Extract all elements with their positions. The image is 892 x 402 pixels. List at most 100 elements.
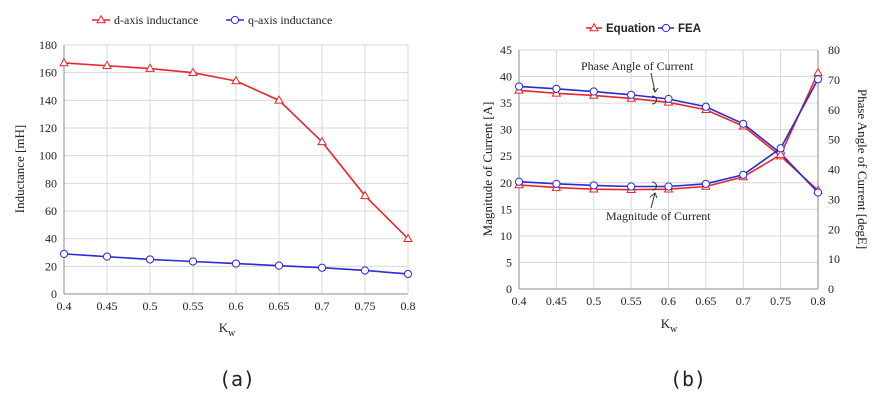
data-point bbox=[59, 57, 69, 67]
chart-a-x-ticks: 0.4 0.45 0.5 0.55 0.6 0.65 0.7 0.75 0.8 bbox=[57, 299, 416, 313]
x-tick-label: 0.8 bbox=[401, 299, 416, 313]
data-point bbox=[739, 170, 748, 179]
y-tick-label: 0 bbox=[506, 282, 512, 296]
chart-a-x-axis-label-sub: w bbox=[228, 328, 236, 339]
legend-marker bbox=[96, 14, 106, 24]
legend-marker bbox=[661, 23, 671, 33]
x-tick-label: 0.75 bbox=[770, 294, 791, 308]
y-tick-label: 15 bbox=[500, 202, 512, 216]
legend-marker bbox=[589, 22, 599, 32]
data-point bbox=[59, 249, 69, 258]
data-point bbox=[317, 263, 327, 272]
data-point bbox=[664, 94, 673, 104]
chart-b-caption: (b) bbox=[670, 367, 706, 391]
x-tick-label: 0.7 bbox=[315, 299, 330, 313]
y2-tick-label: 10 bbox=[828, 252, 840, 266]
x-tick-label: 0.8 bbox=[811, 294, 826, 308]
data-point bbox=[360, 190, 370, 200]
y-tick-label: 140 bbox=[39, 93, 57, 107]
legend-label: q-axis inductance bbox=[248, 13, 332, 27]
chart-a-legend: d-axis inductance q-axis inductance bbox=[92, 13, 332, 27]
chart-b-y-axis-label: Magnitude of Current [A] bbox=[480, 102, 495, 237]
x-tick-label: 0.7 bbox=[736, 294, 751, 308]
data-point bbox=[188, 67, 198, 76]
annotation-phase-brace bbox=[651, 95, 657, 105]
series-4 bbox=[514, 75, 823, 191]
data-point bbox=[701, 102, 710, 111]
series-1 bbox=[59, 57, 413, 242]
data-point bbox=[589, 87, 598, 96]
chart-a-y-axis-label: Inductance [mH] bbox=[12, 125, 27, 213]
y-tick-label: 100 bbox=[39, 149, 57, 163]
data-point bbox=[589, 181, 598, 190]
chart-b-gridlines bbox=[519, 49, 819, 289]
y-tick-label: 60 bbox=[45, 204, 57, 218]
legend-item: Equation bbox=[586, 22, 655, 35]
data-point bbox=[813, 67, 823, 77]
data-point bbox=[514, 82, 524, 91]
chart-b-annotations: Phase Angle of Current Magnitude of Curr… bbox=[581, 59, 711, 223]
y2-tick-label: 40 bbox=[828, 163, 840, 177]
legend-item: q-axis inductance bbox=[226, 13, 332, 27]
data-point bbox=[403, 233, 413, 242]
x-tick-label: 0.75 bbox=[355, 299, 376, 313]
legend-label: FEA bbox=[678, 23, 701, 35]
y-tick-label: 45 bbox=[500, 43, 512, 57]
data-point bbox=[739, 119, 748, 128]
chart-a-gridlines bbox=[64, 44, 409, 294]
chart-b-x-ticks: 0.4 0.45 0.5 0.55 0.6 0.65 0.7 0.75 0.8 bbox=[512, 294, 826, 308]
x-tick-label: 0.55 bbox=[183, 299, 204, 313]
y-tick-label: 0 bbox=[51, 287, 57, 301]
data-point bbox=[360, 266, 370, 275]
annotation-phase-angle: Phase Angle of Current bbox=[581, 59, 694, 73]
data-point bbox=[775, 149, 786, 158]
x-tick-label: 0.4 bbox=[512, 294, 527, 308]
x-tick-label: 0.65 bbox=[695, 294, 716, 308]
data-point bbox=[317, 136, 327, 146]
y2-tick-label: 20 bbox=[828, 222, 840, 236]
chart-a-series bbox=[59, 57, 413, 279]
x-tick-label: 0.55 bbox=[621, 294, 642, 308]
data-point bbox=[231, 75, 241, 85]
y-tick-label: 10 bbox=[500, 229, 512, 243]
data-point bbox=[627, 90, 636, 99]
x-tick-label: 0.4 bbox=[57, 299, 72, 313]
y2-tick-label: 0 bbox=[828, 282, 834, 296]
data-point bbox=[552, 84, 561, 93]
data-point bbox=[701, 179, 710, 188]
legend-label: Equation bbox=[606, 23, 655, 35]
y-tick-label: 25 bbox=[500, 149, 512, 163]
chart-b-series bbox=[514, 67, 823, 197]
x-tick-label: 0.45 bbox=[546, 294, 567, 308]
x-tick-label: 0.5 bbox=[143, 299, 158, 313]
y-tick-label: 20 bbox=[500, 176, 512, 190]
series-2 bbox=[59, 249, 413, 279]
data-point bbox=[231, 259, 241, 268]
legend-label: d-axis inductance bbox=[114, 13, 198, 27]
x-tick-label: 0.5 bbox=[586, 294, 601, 308]
annotation-magnitude: Magnitude of Current bbox=[606, 209, 711, 223]
chart-b-y2-ticks: 0 10 20 30 40 50 60 70 80 bbox=[828, 43, 840, 296]
data-point bbox=[627, 182, 636, 191]
chart-b-x-axis-label-sub: w bbox=[670, 324, 678, 335]
chart-b-y-ticks: 0 5 10 15 20 25 30 35 40 45 bbox=[500, 43, 512, 296]
y-tick-label: 30 bbox=[500, 123, 512, 137]
data-point bbox=[188, 257, 198, 266]
data-point bbox=[813, 188, 823, 197]
chart-a-x-axis-label: Kw bbox=[219, 320, 236, 339]
y2-tick-label: 70 bbox=[828, 73, 840, 87]
annotation-magnitude-arrowhead bbox=[649, 192, 658, 199]
legend-marker bbox=[230, 15, 240, 25]
annotation-magnitude-leader bbox=[650, 192, 656, 209]
data-point bbox=[813, 75, 823, 84]
x-tick-label: 0.65 bbox=[269, 299, 290, 313]
x-tick-label: 0.45 bbox=[97, 299, 118, 313]
y-tick-label: 5 bbox=[506, 255, 512, 269]
data-point bbox=[274, 95, 284, 104]
x-tick-label: 0.6 bbox=[229, 299, 244, 313]
data-point bbox=[664, 182, 673, 191]
y2-tick-label: 60 bbox=[828, 103, 840, 117]
y2-tick-label: 80 bbox=[828, 43, 840, 57]
